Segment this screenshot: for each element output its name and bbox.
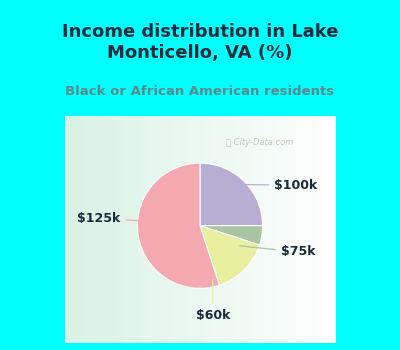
Wedge shape <box>138 163 219 288</box>
Text: $75k: $75k <box>240 245 315 259</box>
Text: $60k: $60k <box>196 280 230 322</box>
Text: Income distribution in Lake
Monticello, VA (%): Income distribution in Lake Monticello, … <box>62 23 338 62</box>
Wedge shape <box>200 226 260 285</box>
Wedge shape <box>200 163 262 226</box>
Text: Black or African American residents: Black or African American residents <box>66 85 334 98</box>
Wedge shape <box>200 226 262 245</box>
Text: $125k: $125k <box>78 212 165 225</box>
Text: $100k: $100k <box>233 178 318 192</box>
Text: ⓘ City-Data.com: ⓘ City-Data.com <box>226 138 293 147</box>
